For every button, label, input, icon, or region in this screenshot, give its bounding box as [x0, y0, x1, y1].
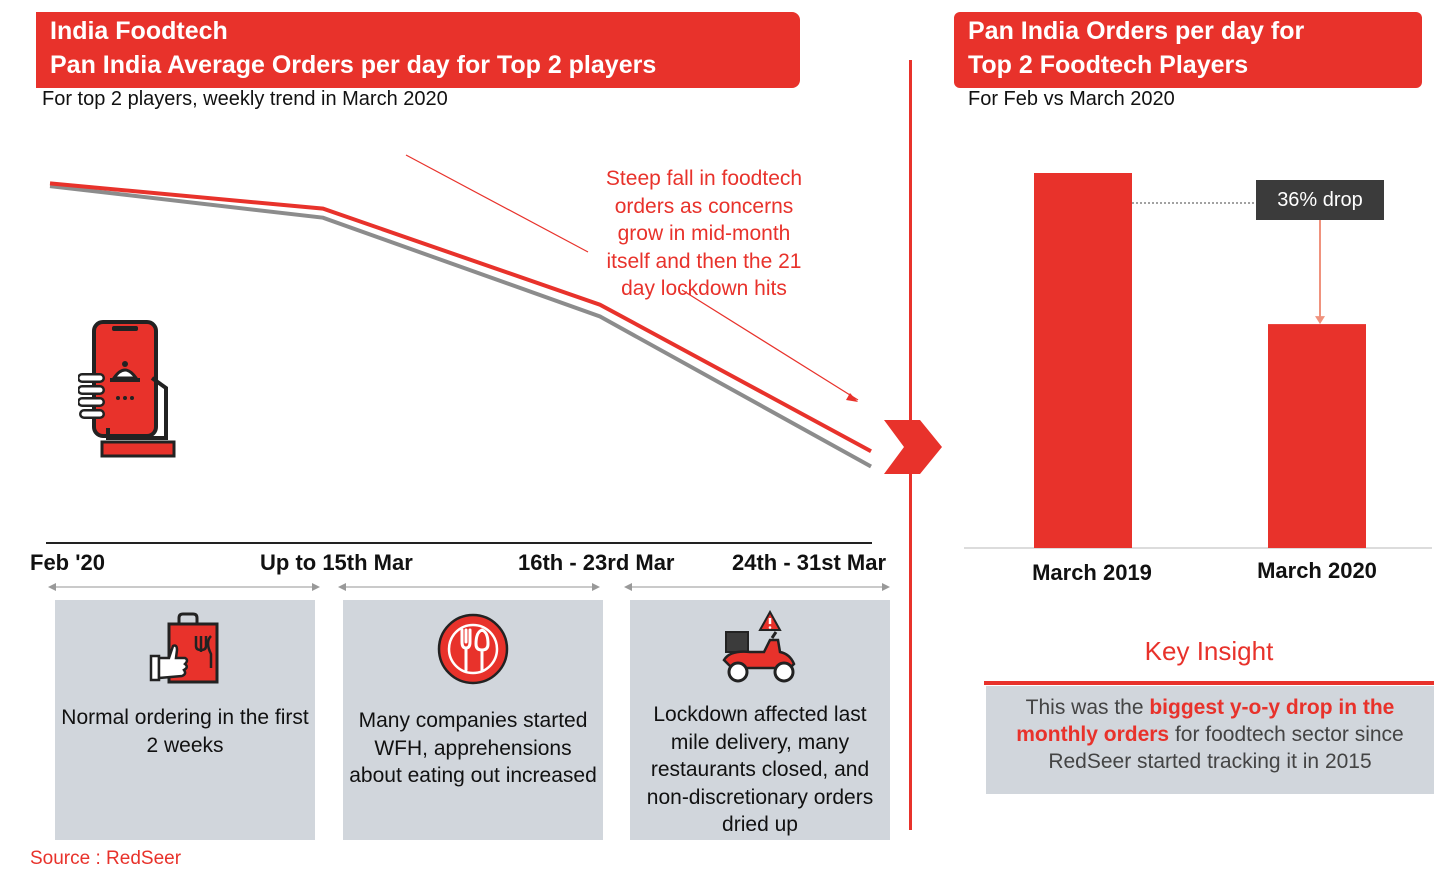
x-tick-label-up-to-15th: Up to 15th Mar: [260, 550, 413, 575]
period-range-arrow: [338, 583, 600, 591]
drop-annotation-badge: 36% drop: [1256, 180, 1384, 220]
food-delivery-phone-icon: [78, 320, 176, 458]
shopping-bag-thumbs-up-icon: [149, 612, 219, 684]
phase-description: Lockdown affected last mile delivery, ma…: [646, 703, 874, 836]
key-insight-box: This was the biggest y-o-y drop in the m…: [986, 686, 1434, 794]
annotation-line: Steep fall in foodtech: [605, 167, 803, 190]
annotation-line: grow in mid-month: [617, 222, 791, 245]
bar: [1268, 324, 1366, 548]
annotation-line: day lockdown hits: [621, 277, 787, 300]
trend-annotation: Steep fall in foodtech orders as concern…: [586, 165, 822, 303]
phase-description: Normal ordering in the first 2 weeks: [61, 706, 309, 757]
phase-panel-lockdown: Lockdown affected last mile delivery, ma…: [630, 600, 890, 840]
period-range-arrow: [48, 583, 320, 591]
delivery-scooter-warning-icon: [722, 610, 796, 683]
period-range-arrow: [624, 583, 890, 591]
right-chart-title-banner: Pan India Orders per day for Top 2 Foodt…: [954, 12, 1422, 88]
insight-highlight: biggest y-o-y drop in the monthly orders: [1016, 696, 1395, 746]
fork-knife-plate-icon: [437, 613, 509, 685]
x-tick-label-24th-31st: 24th - 31st Mar: [732, 550, 887, 575]
annotation-arrow-upper: [405, 154, 589, 253]
left-subtitle: For top 2 players, weekly trend in March…: [42, 88, 448, 110]
bar: [1034, 173, 1132, 548]
phase-description: Many companies started WFH, apprehension…: [349, 709, 597, 787]
source-note: Source : RedSeer: [30, 848, 182, 869]
bar-category-label: March 2019: [1032, 560, 1152, 585]
trend-series-line: [49, 184, 872, 469]
annotation-line: itself and then the 21: [606, 249, 802, 273]
x-tick-label-feb: Feb '20: [30, 550, 105, 575]
insight-text-post: for foodtech sector since RedSeer starte…: [1048, 723, 1404, 773]
key-insight-rule: [984, 681, 1434, 685]
left-title-line-2: Pan India Average Orders per day for Top…: [50, 51, 657, 79]
phase-panel-normal-ordering: Normal ordering in the first 2 weeks: [55, 600, 315, 840]
right-subtitle: For Feb vs March 2020: [968, 88, 1175, 110]
orders-bar-chart: [964, 173, 1432, 549]
drop-arrowhead: [1315, 316, 1325, 325]
chevron-right-icon: [884, 420, 942, 474]
insight-text-pre: This was the: [1025, 696, 1150, 719]
annotation-arrow-lower: [681, 289, 859, 401]
annotation-arrowhead: [846, 393, 858, 402]
annotation-line: orders as concerns: [614, 194, 794, 218]
left-title-line-1: India Foodtech: [50, 17, 228, 45]
left-chart-title-banner: India Foodtech Pan India Average Orders …: [36, 12, 800, 88]
phase-panel-wfh: Many companies started WFH, apprehension…: [343, 600, 603, 840]
bar-category-label: March 2020: [1257, 558, 1377, 583]
weekly-trend-line-chart: [49, 154, 872, 469]
trend-series-line: [49, 181, 872, 453]
right-title-line-2: Top 2 Foodtech Players: [968, 51, 1249, 79]
x-tick-label-16th-23rd: 16th - 23rd Mar: [518, 550, 675, 575]
trend-x-axis: [46, 542, 872, 544]
right-title-line-1: Pan India Orders per day for: [968, 17, 1305, 45]
key-insight-title: Key Insight: [1144, 636, 1274, 666]
